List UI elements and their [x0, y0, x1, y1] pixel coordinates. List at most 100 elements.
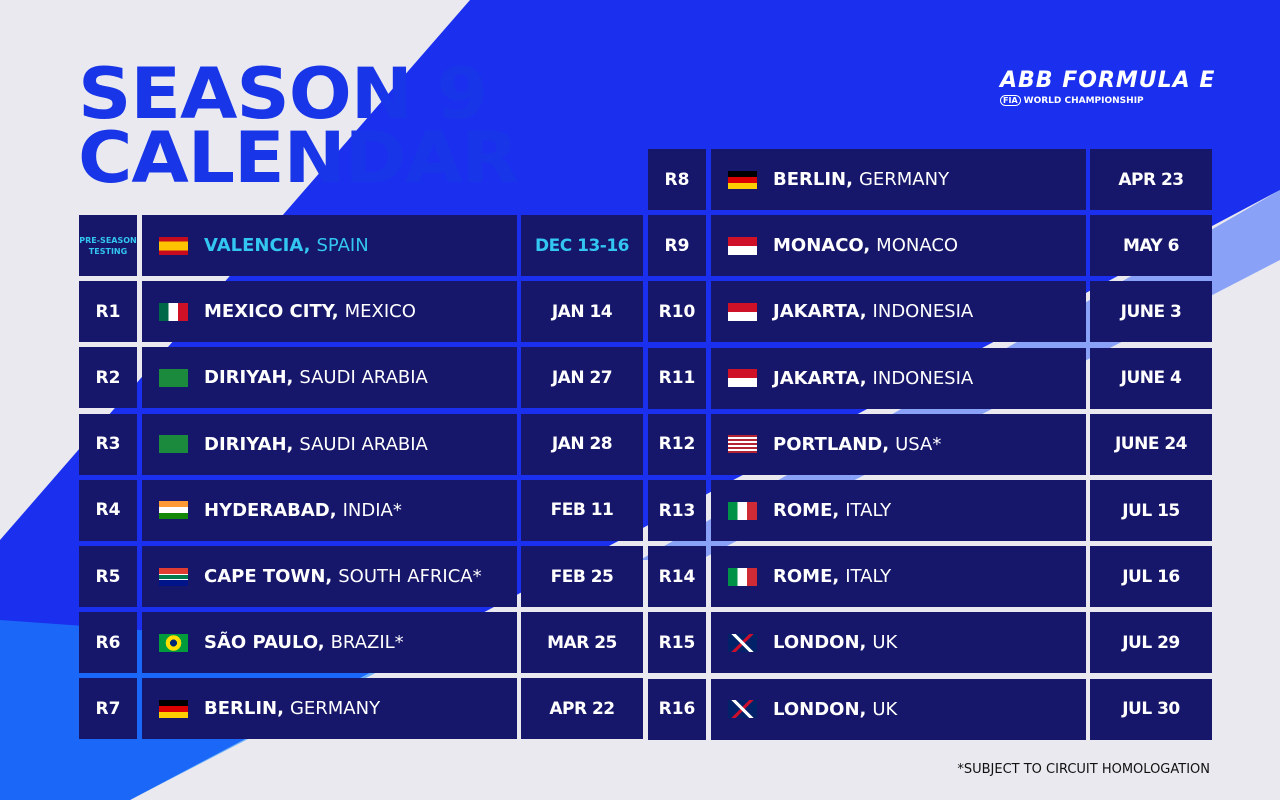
- date-cell: MAY 6: [1090, 215, 1212, 277]
- round-cell: R5: [79, 546, 137, 607]
- round-cell: R10: [648, 281, 706, 343]
- country-name: SAUDI ARABIA: [299, 367, 428, 389]
- round-cell: R12: [648, 413, 706, 475]
- race-date: DEC 13-16: [535, 235, 630, 256]
- date-cell: JUNE 24: [1090, 413, 1212, 475]
- country-name: USA*: [895, 433, 942, 455]
- location-cell: HYDERABAD, INDIA*: [142, 479, 517, 541]
- round-label: R11: [658, 368, 696, 389]
- fia-logo: FIA: [1000, 95, 1021, 106]
- country-name: MEXICO: [344, 301, 416, 323]
- race-date: APR 22: [549, 698, 615, 719]
- round-label: R13: [658, 500, 696, 521]
- round-cell: R11: [648, 347, 706, 409]
- race-date: MAR 25: [547, 632, 617, 653]
- logo-line-1: ABB FORMULA E: [1000, 68, 1216, 93]
- city-name: VALENCIA,: [204, 235, 311, 256]
- location-cell: BERLIN, GERMANY: [142, 678, 517, 740]
- location-cell: LONDON, UK: [711, 612, 1086, 674]
- race-date: FEB 25: [550, 566, 614, 587]
- uk-flag-icon: [728, 700, 757, 719]
- location-cell: PORTLAND, USA*: [711, 413, 1086, 475]
- round-label: R3: [95, 434, 121, 455]
- race-date: JAN 27: [551, 367, 613, 388]
- country-name: MONACO: [876, 235, 959, 257]
- race-date: JAN 14: [551, 301, 613, 322]
- round-label: R16: [658, 699, 696, 720]
- round-cell: R15: [648, 612, 706, 674]
- monaco-flag-icon: [728, 236, 757, 255]
- footnote: *SUBJECT TO CIRCUIT HOMOLOGATION: [957, 762, 1210, 777]
- page-title: SEASON 9 CALENDAR: [78, 53, 519, 199]
- country-name: BRAZIL*: [330, 632, 404, 654]
- country-name: GERMANY: [289, 698, 381, 720]
- saudi-flag-icon: [159, 435, 188, 454]
- country-name: UK: [872, 632, 898, 654]
- location-cell: DIRIYAH, SAUDI ARABIA: [142, 413, 517, 475]
- city-name: LONDON,: [773, 632, 867, 654]
- round-label: R12: [658, 434, 696, 455]
- round-cell: R16: [648, 678, 706, 740]
- round-cell: R6: [79, 612, 137, 674]
- round-label: R15: [658, 632, 696, 653]
- uk-flag-icon: [728, 633, 757, 652]
- race-date: APR 23: [1118, 169, 1184, 190]
- race-date: JUL 16: [1122, 566, 1180, 587]
- title-line-1: SEASON 9: [78, 53, 488, 135]
- brazil-flag-icon: [159, 633, 188, 652]
- race-date: JAN 28: [551, 434, 613, 455]
- round-label: R6: [95, 632, 121, 653]
- round-cell: R14: [648, 546, 706, 608]
- date-cell: JUL 16: [1090, 546, 1212, 608]
- logo-subtitle: WORLD CHAMPIONSHIP: [1023, 96, 1144, 106]
- city-name: JAKARTA,: [773, 367, 867, 389]
- round-label: R5: [95, 566, 121, 587]
- city-name: SÃO PAULO,: [204, 632, 325, 654]
- race-date: MAY 6: [1122, 235, 1180, 256]
- location-cell: BERLIN, GERMANY: [711, 149, 1086, 210]
- race-date: JUNE 3: [1120, 301, 1182, 322]
- location-cell: CAPE TOWN, SOUTH AFRICA*: [142, 546, 517, 607]
- race-date: JUL 30: [1122, 699, 1180, 720]
- round-label: R8: [664, 169, 690, 190]
- race-date: JUNE 24: [1114, 434, 1188, 455]
- city-name: CAPE TOWN,: [204, 566, 333, 587]
- date-cell: FEB 25: [521, 546, 643, 607]
- race-date: JUL 15: [1122, 500, 1180, 521]
- india-flag-icon: [159, 501, 188, 520]
- title-line-2: CALENDAR: [78, 117, 519, 199]
- round-label: R2: [95, 367, 121, 388]
- country-name: INDONESIA: [872, 301, 974, 323]
- city-name: HYDERABAD,: [204, 499, 337, 521]
- country-name: ITALY: [845, 566, 892, 588]
- date-cell: APR 22: [521, 678, 643, 740]
- date-cell: JAN 28: [521, 413, 643, 475]
- city-name: ROME,: [773, 500, 840, 521]
- date-cell: MAR 25: [521, 612, 643, 674]
- city-name: BERLIN,: [204, 698, 284, 720]
- spain-flag-icon: [159, 236, 188, 255]
- city-name: PORTLAND,: [773, 433, 890, 455]
- country-name: INDONESIA: [872, 367, 974, 389]
- location-cell: DIRIYAH, SAUDI ARABIA: [142, 347, 517, 409]
- country-name: INDIA*: [342, 499, 402, 521]
- country-name: SPAIN: [316, 235, 369, 256]
- round-cell: R3: [79, 413, 137, 475]
- date-cell: FEB 11: [521, 479, 643, 541]
- round-cell: R13: [648, 480, 706, 541]
- city-name: DIRIYAH,: [204, 433, 294, 455]
- location-cell: MONACO, MONACO: [711, 215, 1086, 277]
- location-cell: JAKARTA, INDONESIA: [711, 347, 1086, 409]
- location-cell: VALENCIA, SPAIN: [142, 215, 517, 276]
- city-name: LONDON,: [773, 698, 867, 720]
- date-cell: JUL 30: [1090, 678, 1212, 740]
- city-name: ROME,: [773, 566, 840, 588]
- logo-line-2: FIA WORLD CHAMPIONSHIP: [1000, 95, 1215, 106]
- location-cell: ROME, ITALY: [711, 546, 1086, 608]
- date-cell: DEC 13-16: [521, 215, 643, 276]
- monaco-flag-icon: [728, 369, 757, 388]
- country-name: UK: [872, 698, 898, 720]
- city-name: DIRIYAH,: [204, 367, 294, 389]
- country-name: ITALY: [845, 500, 892, 521]
- round-cell: R8: [648, 149, 706, 210]
